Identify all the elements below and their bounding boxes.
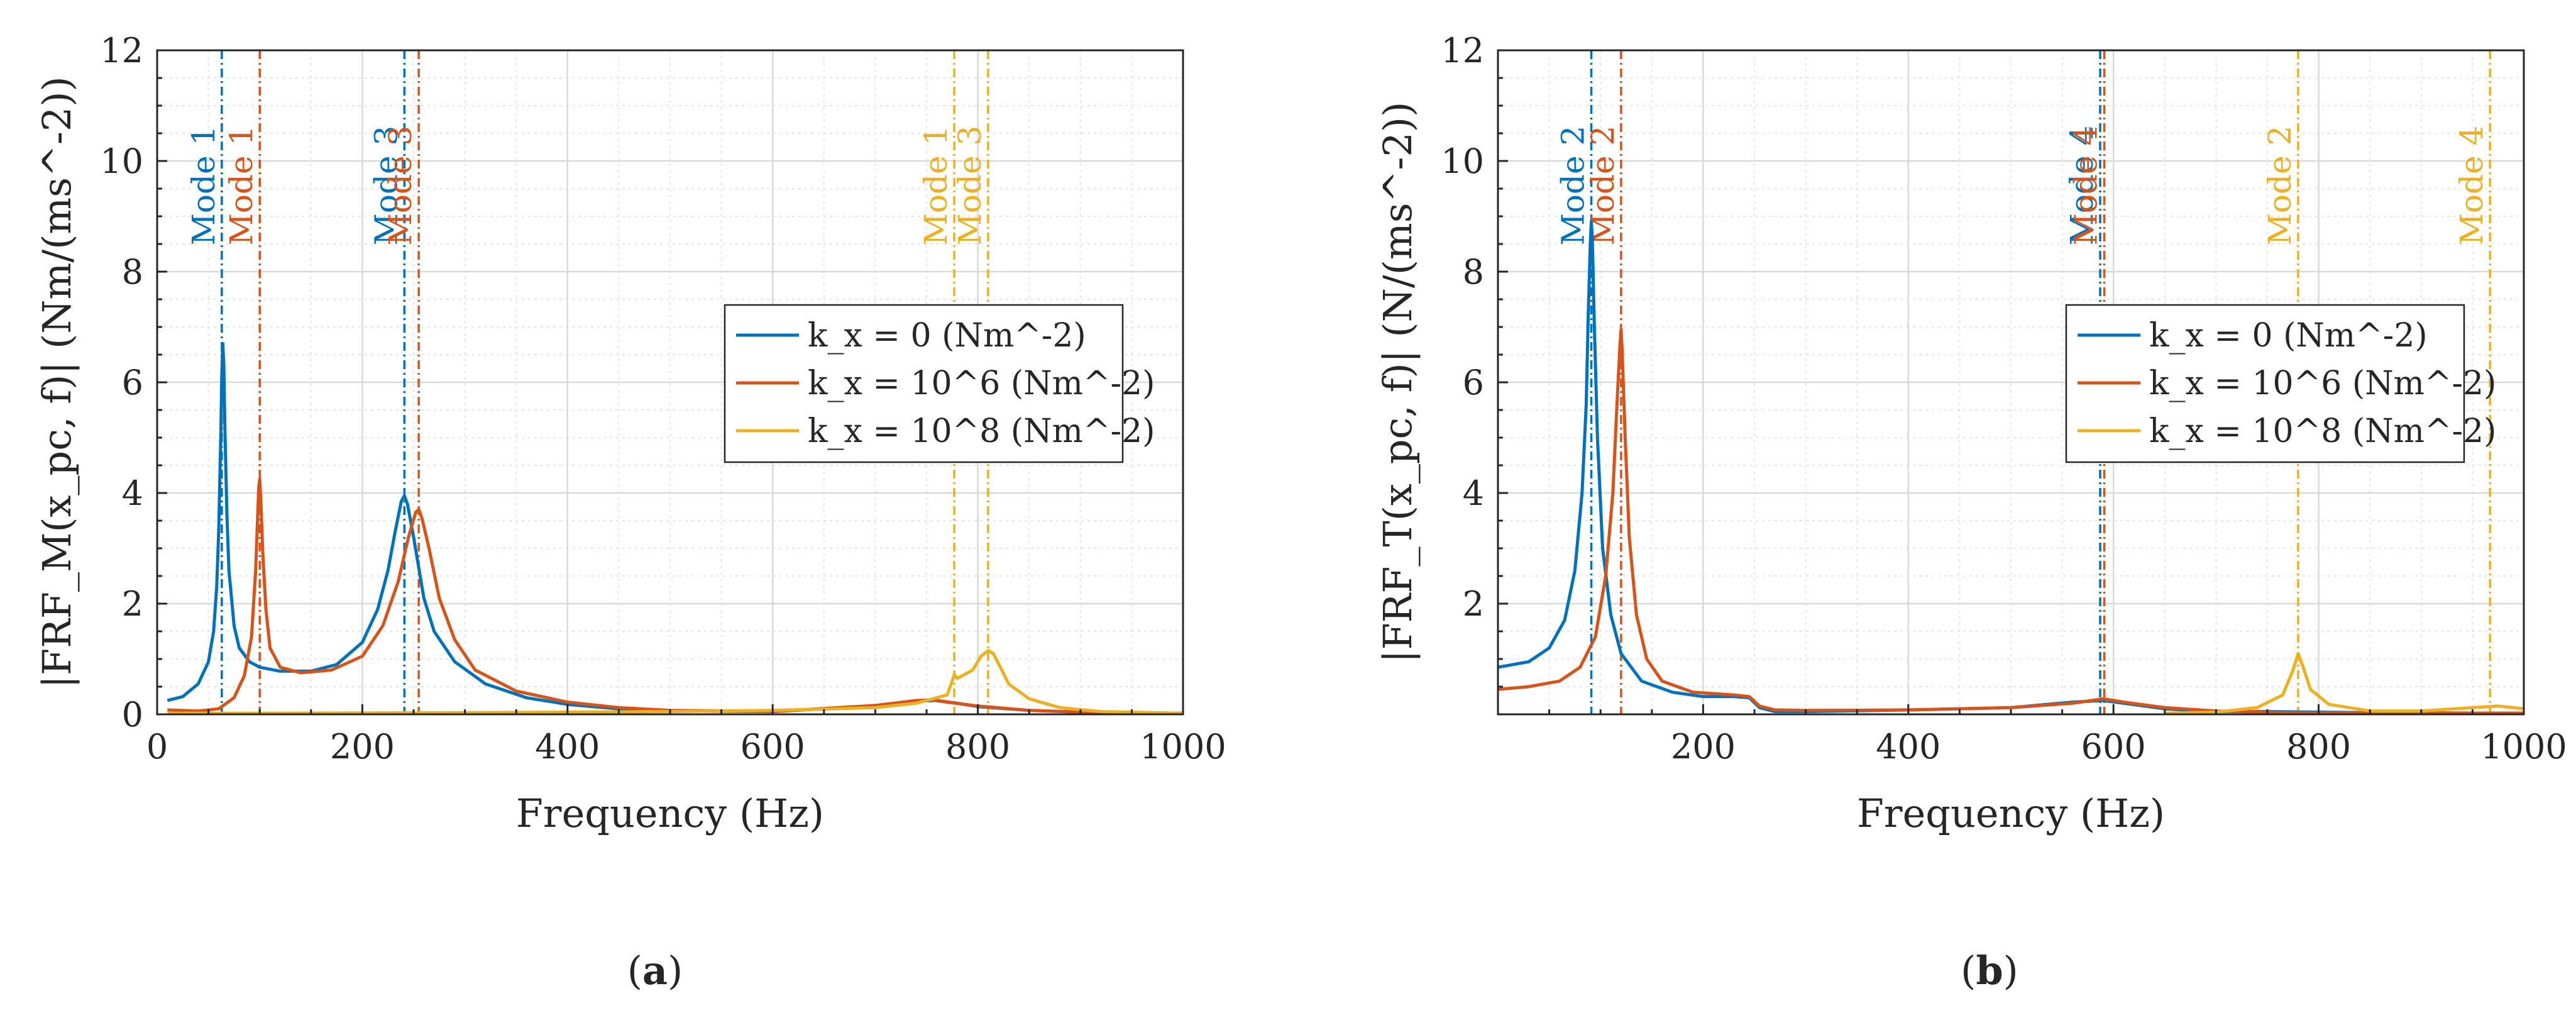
panel-label-b: (b) bbox=[1961, 948, 2018, 994]
y-tick-label: 2 bbox=[122, 584, 143, 624]
legend-b: k_x = 0 (Nm^-2) k_x = 10^6 (Nm^-2) k_x = 1… bbox=[2065, 304, 2496, 463]
mode-marker-label: Mode 3 bbox=[368, 126, 404, 246]
series-line bbox=[167, 477, 1183, 714]
y-axis-label-b: |FRF_T(x_pc, f)| (N/(ms^-2)) bbox=[1375, 102, 1421, 663]
legend-entry: k_x = 10^8 (Nm^-2) bbox=[2149, 412, 2496, 450]
x-axis-label-a: Frequency (Hz) bbox=[516, 790, 824, 836]
mode-marker-label: Mode 1 bbox=[223, 126, 260, 246]
series-line bbox=[1498, 328, 2524, 714]
y-tick-label: 6 bbox=[122, 363, 143, 402]
y-tick-label: 10 bbox=[100, 141, 143, 181]
y-tick-label: 12 bbox=[100, 31, 143, 70]
legend-a: k_x = 0 (Nm^-2) k_x = 10^6 (Nm^-2) k_x = 1… bbox=[724, 304, 1155, 463]
ticks-a: 0 200 400 600 800 1000 0 2 4 6 8 10 12 bbox=[100, 31, 1226, 767]
mode-marker-label: Mode 1 bbox=[918, 126, 954, 246]
y-tick-label: 12 bbox=[1441, 31, 1484, 70]
x-tick-label: 400 bbox=[535, 727, 600, 767]
mode-marker-label: Mode 1 bbox=[185, 126, 222, 246]
y-tick-label: 10 bbox=[1441, 141, 1484, 181]
mode-marker-label: Mode 2 bbox=[2262, 126, 2298, 246]
mode-marker-label: Mode 4 bbox=[2068, 126, 2105, 246]
y-tick-label: 4 bbox=[1463, 473, 1484, 513]
panel-label-a-letter: a bbox=[642, 948, 668, 994]
legend-entry: k_x = 10^8 (Nm^-2) bbox=[808, 412, 1155, 450]
panel-label-b-letter: b bbox=[1976, 948, 2003, 994]
x-tick-label: 1000 bbox=[1140, 727, 1226, 767]
y-tick-label: 0 bbox=[122, 695, 143, 734]
ticks-b: 200 400 600 800 1000 2 4 6 8 10 12 bbox=[1441, 31, 2567, 767]
x-tick-label: 200 bbox=[1671, 727, 1736, 767]
y-tick-label: 4 bbox=[122, 473, 143, 513]
x-tick-label: 600 bbox=[740, 727, 805, 767]
legend-entry: k_x = 0 (Nm^-2) bbox=[2149, 317, 2428, 355]
legend-entry: k_x = 10^6 (Nm^-2) bbox=[2149, 365, 2496, 402]
mode-marker-label: Mode 4 bbox=[2064, 126, 2100, 246]
y-tick-label: 8 bbox=[122, 252, 143, 292]
series-line bbox=[2164, 651, 2524, 714]
x-tick-label: 200 bbox=[330, 727, 395, 767]
x-tick-label: 0 bbox=[146, 727, 168, 767]
mode-marker-label: Mode 2 bbox=[1555, 126, 1592, 246]
y-axis-label-a: |FRF_M(x_pc, f)| (Nm/(ms^-2)) bbox=[34, 76, 80, 688]
legend-entry: k_x = 10^6 (Nm^-2) bbox=[808, 365, 1155, 402]
x-tick-label: 800 bbox=[2286, 727, 2351, 767]
legend-entry: k_x = 0 (Nm^-2) bbox=[808, 317, 1086, 355]
mode-marker-label: Mode 3 bbox=[382, 126, 419, 246]
mode-marker-label: Mode 4 bbox=[2453, 126, 2490, 246]
x-tick-label: 1000 bbox=[2480, 727, 2567, 767]
mode-marker-label: Mode 3 bbox=[952, 126, 988, 246]
x-axis-label-b: Frequency (Hz) bbox=[1857, 790, 2165, 836]
series-b bbox=[1498, 220, 2524, 714]
y-tick-label: 2 bbox=[1463, 584, 1484, 624]
y-tick-label: 8 bbox=[1463, 252, 1484, 292]
x-tick-label: 600 bbox=[2081, 727, 2146, 767]
x-tick-label: 800 bbox=[945, 727, 1010, 767]
panel-label-a: (a) bbox=[627, 948, 683, 994]
y-tick-label: 6 bbox=[1463, 363, 1484, 402]
x-tick-label: 400 bbox=[1876, 727, 1940, 767]
